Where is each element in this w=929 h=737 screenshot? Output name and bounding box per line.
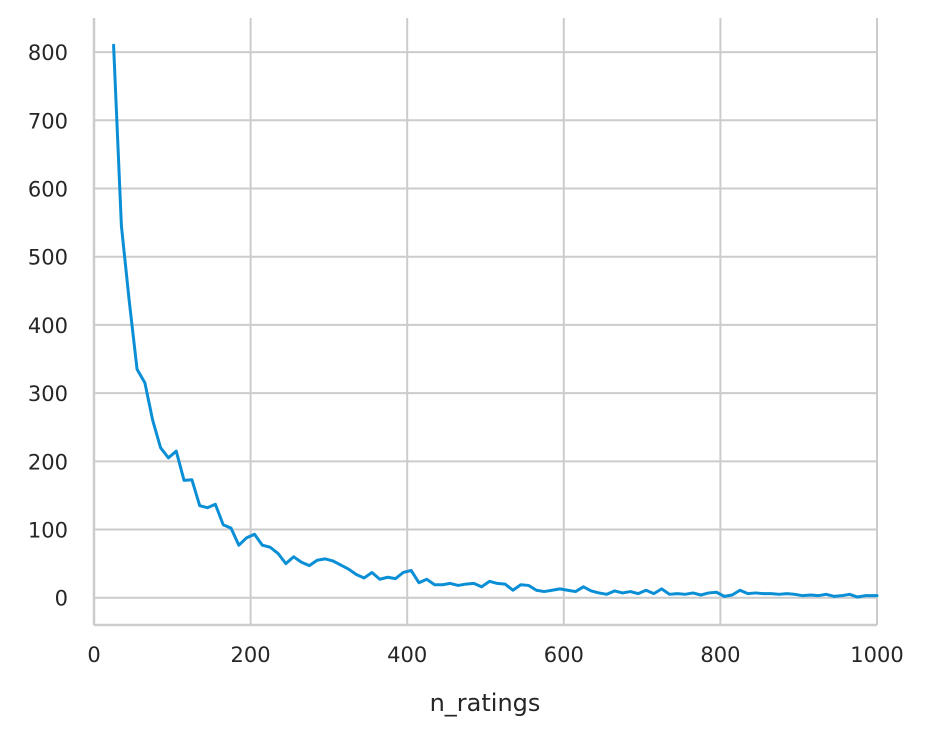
x-tick-label: 800 [700,643,740,667]
vertical-gridlines [249,18,878,625]
series-layer [112,43,879,599]
y-tick-label: 0 [55,587,68,611]
y-tick-label: 700 [28,109,68,133]
x-tick-labels: 0 200 400 600 800 1000 [87,643,903,667]
y-tick-label: 600 [28,178,68,202]
x-axis-label: n_ratings [430,689,541,717]
x-tick-label: 600 [544,643,584,667]
y-tick-labels: 0 100 200 300 400 500 600 700 800 [28,41,68,611]
x-tick-label: 400 [387,643,427,667]
y-tick-label: 200 [28,450,68,474]
y-tick-label: 100 [28,519,68,543]
y-tick-label: 800 [28,41,68,65]
x-tick-label: 200 [231,643,271,667]
x-tick-label: 1000 [850,643,903,667]
y-tick-label: 500 [28,246,68,270]
series-line [112,43,879,599]
x-tick-label: 0 [87,643,100,667]
horizontal-gridlines [94,51,877,599]
y-tick-label: 400 [28,314,68,338]
y-tick-label: 300 [28,382,68,406]
